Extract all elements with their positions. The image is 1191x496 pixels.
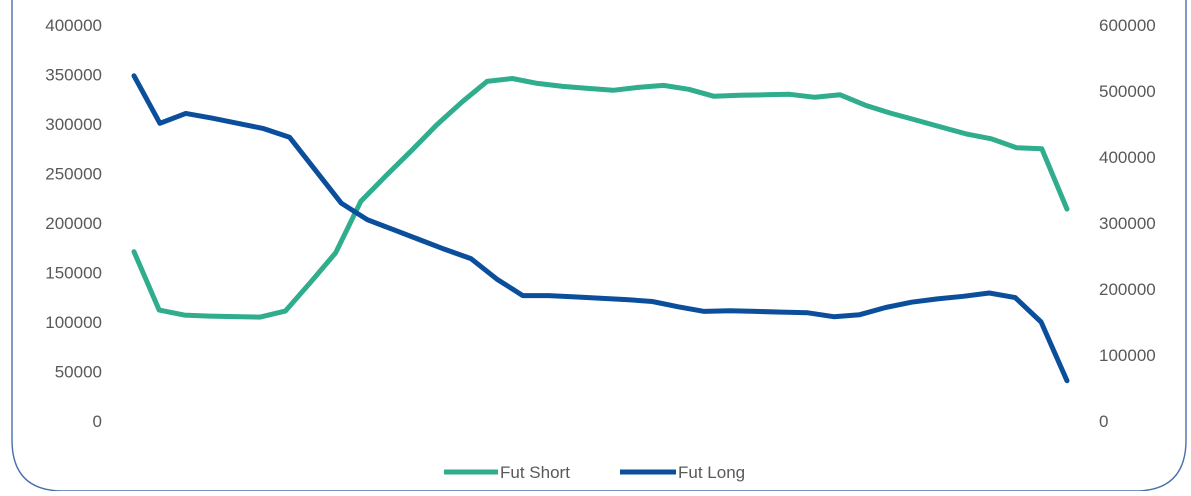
right-axis-tick-label: 200000 [1099, 280, 1156, 299]
series-line-fut-long [131, 73, 1070, 384]
left-axis-tick-label: 250000 [45, 165, 102, 184]
right-axis-tick-label: 500000 [1099, 82, 1156, 101]
right-axis-tick-label: 600000 [1099, 16, 1156, 35]
series-lines [131, 73, 1070, 384]
series-line-fut-short [131, 76, 1070, 320]
left-axis-tick-label: 150000 [45, 264, 102, 283]
legend-label-fut-long: Fut Long [678, 463, 745, 482]
left-axis-tick-label: 0 [93, 412, 102, 431]
right-axis-tick-label: 100000 [1099, 346, 1156, 365]
left-axis-tick-label: 100000 [45, 313, 102, 332]
left-axis-tick-label: 50000 [55, 363, 102, 382]
left-axis-tick-labels: 400000 350000 300000 250000 200000 150000 1000… [45, 16, 102, 431]
legend-label-fut-short: Fut Short [500, 463, 570, 482]
left-axis-tick-label: 350000 [45, 66, 102, 85]
right-axis-tick-label: 400000 [1099, 148, 1156, 167]
legend: Fut Short Fut Long [444, 463, 745, 482]
chart-frame [11, 0, 1187, 492]
left-axis-tick-label: 300000 [45, 115, 102, 134]
right-axis-tick-labels: 600000 500000 400000 300000 200000 100000 0 [1099, 16, 1156, 431]
right-axis-tick-label: 0 [1099, 412, 1108, 431]
left-axis-tick-label: 400000 [45, 16, 102, 35]
right-axis-tick-label: 300000 [1099, 214, 1156, 233]
left-axis-tick-label: 200000 [45, 214, 102, 233]
